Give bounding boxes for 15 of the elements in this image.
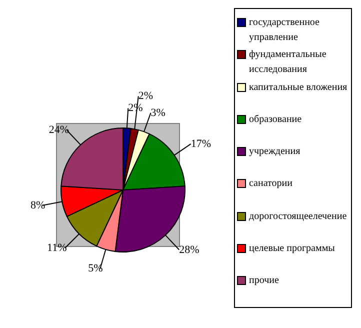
legend-label: прочие (249, 274, 279, 288)
data-label: 17% (190, 138, 211, 150)
data-label: 8% (30, 199, 46, 212)
legend-label: дорогостоящеелечение (249, 210, 347, 224)
data-label: 28% (179, 244, 200, 256)
legend-label: образование (249, 112, 302, 127)
data-label: 5% (88, 262, 103, 275)
legend-label: учреждения (249, 145, 300, 159)
data-label: 3% (150, 106, 166, 119)
legend-label: санатории (249, 177, 292, 192)
legend-label: капитальные вложения (249, 80, 348, 94)
data-label: 24% (48, 124, 70, 136)
data-label: 11% (47, 242, 67, 254)
data-label: 2% (138, 90, 154, 102)
legend-label: целевые программы (249, 242, 335, 256)
